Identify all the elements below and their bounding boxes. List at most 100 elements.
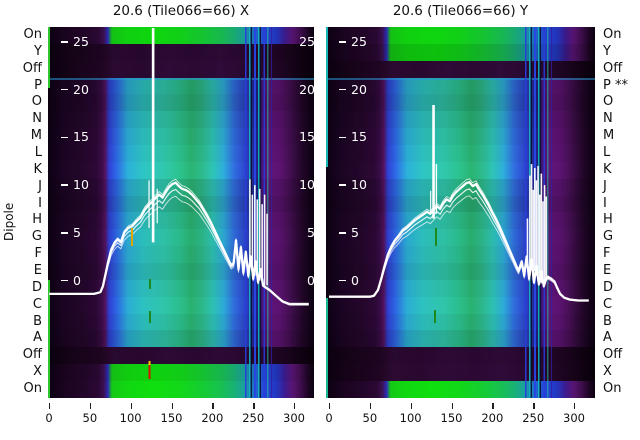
dipole-row-label-left-o4: O bbox=[31, 94, 42, 110]
heatmap-row-y-13 bbox=[326, 246, 595, 264]
heatmap-row-y-4 bbox=[326, 94, 595, 112]
dipole-row-label-left-f13: F bbox=[34, 246, 42, 262]
heatmap-row-x-2 bbox=[48, 60, 314, 78]
x-tick-label: 250 bbox=[522, 411, 545, 425]
heatmap-row-x-0 bbox=[48, 27, 314, 44]
heatmap-row-x-6 bbox=[48, 128, 314, 146]
x-tick-mark bbox=[492, 403, 494, 409]
dipole-row-label-left-n5: N bbox=[32, 111, 42, 127]
dipole-row-label-left-j9: J bbox=[38, 178, 42, 194]
dipole-row-label-left-p3: P bbox=[34, 77, 42, 93]
dipole-row-label-right-p3: P ** bbox=[603, 77, 628, 93]
x-tick-mark bbox=[533, 403, 535, 409]
heatmap-row-x-4 bbox=[48, 94, 314, 112]
dipole-row-label-right-j9: J bbox=[603, 178, 607, 194]
heatmap-row-y-10 bbox=[326, 195, 595, 213]
heatmap-row-y-16 bbox=[326, 296, 595, 314]
heatmap-row-y-0 bbox=[326, 27, 595, 44]
x-tick-label: 0 bbox=[325, 411, 333, 425]
heatmap-row-y-20 bbox=[326, 364, 595, 382]
x-tick-label: 200 bbox=[201, 411, 224, 425]
heatmap-row-y-7 bbox=[326, 145, 595, 162]
heatmap-row-y-12 bbox=[326, 229, 595, 247]
heatmap-row-y-2 bbox=[326, 60, 595, 78]
heatmap-panel-x: 25 25 20 20 15 15 10 10 5 5 0 0 bbox=[48, 27, 314, 398]
heatmap-row-y-15 bbox=[326, 279, 595, 297]
dipole-row-label-left-e14: E bbox=[33, 263, 42, 279]
x-tick-mark bbox=[253, 403, 255, 409]
x-tick-mark bbox=[410, 403, 413, 409]
dipole-row-label-left-g12: G bbox=[31, 229, 42, 245]
dipole-row-label-left-y1: Y bbox=[34, 43, 42, 59]
dipole-row-label-left-x20: X bbox=[33, 364, 42, 380]
dipole-row-label-right-k8: K bbox=[603, 161, 612, 177]
heatmap-row-x-5 bbox=[48, 111, 314, 129]
x-tick-mark bbox=[171, 403, 173, 409]
panel-title-x: 20.6 (Tile066=66) X bbox=[112, 3, 250, 19]
heatmap-row-x-21 bbox=[48, 381, 314, 398]
heatmap-row-x-9 bbox=[48, 178, 314, 196]
dipole-row-label-left-off19: Off bbox=[22, 347, 42, 363]
x-tick-label: 300 bbox=[283, 411, 305, 425]
dipole-row-label-left-l7: L bbox=[34, 144, 42, 160]
x-tick-label: 200 bbox=[481, 411, 504, 425]
heatmap-row-x-16 bbox=[48, 296, 314, 314]
heatmap-row-x-20 bbox=[48, 364, 314, 382]
x-tick-label: 150 bbox=[440, 411, 463, 425]
x-tick-mark bbox=[89, 403, 92, 409]
heatmap-row-y-5 bbox=[326, 111, 595, 129]
dipole-row-label-right-i10: I bbox=[603, 195, 607, 211]
heatmap-row-x-14 bbox=[48, 263, 314, 280]
x-tick-label: 50 bbox=[362, 411, 378, 425]
heatmap-row-x-10 bbox=[48, 195, 314, 213]
heatmap-row-x-7 bbox=[48, 145, 314, 162]
heatmap-row-x-18 bbox=[48, 330, 314, 348]
heatmap-row-x-1 bbox=[48, 43, 314, 61]
panel-title-y: 20.6 (Tile066=66) Y bbox=[392, 3, 529, 19]
dipole-row-label-left-off2: Off bbox=[22, 60, 42, 76]
heatmap-row-x-11 bbox=[48, 212, 314, 230]
x-tick-mark bbox=[212, 403, 214, 409]
heatmap-row-y-6 bbox=[326, 128, 595, 146]
dipole-row-label-right-b17: B bbox=[603, 313, 612, 329]
dipole-row-label-left-b17: B bbox=[33, 313, 42, 329]
x-tick-label: 50 bbox=[82, 411, 98, 425]
heatmap-row-x-8 bbox=[48, 161, 314, 179]
heatmap-row-y-14 bbox=[326, 263, 595, 280]
dipole-row-label-right-off19: Off bbox=[603, 347, 623, 363]
x-tick-label: 100 bbox=[119, 411, 142, 425]
heatmap-row-x-13 bbox=[48, 246, 314, 264]
dipole-row-label-right-off2: Off bbox=[603, 60, 623, 76]
dipole-row-label-left-a18: A bbox=[33, 330, 42, 346]
heatmap-row-x-12 bbox=[48, 229, 314, 247]
dipole-row-label-left-m6: M bbox=[30, 128, 42, 144]
x-tick-mark bbox=[130, 403, 133, 409]
dipole-row-label-right-l7: L bbox=[603, 144, 611, 160]
x-tick-mark bbox=[329, 403, 331, 409]
heatmap-row-y-18 bbox=[326, 330, 595, 348]
dipole-row-label-left-c16: C bbox=[32, 296, 42, 312]
heatmap-row-y-3 bbox=[326, 77, 595, 95]
x-tick-label: 0 bbox=[45, 411, 53, 425]
heatmap-row-y-11 bbox=[326, 212, 595, 230]
heatmap-row-y-21 bbox=[326, 381, 595, 398]
dipole-row-label-left-h11: H bbox=[32, 212, 42, 228]
heatmap-row-x-19 bbox=[48, 347, 314, 365]
dipole-row-label-right-n5: N bbox=[603, 111, 613, 127]
x-tick-label: 150 bbox=[160, 411, 183, 425]
x-tick-label: 100 bbox=[399, 411, 422, 425]
x-tick-mark bbox=[49, 403, 51, 409]
heatmap-row-y-8 bbox=[326, 161, 595, 179]
dipole-row-label-left-on0: On bbox=[23, 26, 42, 42]
dipole-row-label-right-e14: E bbox=[603, 263, 612, 279]
dipole-row-label-right-h11: H bbox=[603, 212, 613, 228]
dipole-row-label-left-d15: D bbox=[31, 279, 42, 295]
dipole-row-label-right-m6: M bbox=[603, 128, 615, 144]
heatmap-row-x-17 bbox=[48, 313, 314, 331]
dipole-row-label-right-on0: On bbox=[603, 26, 622, 42]
heatmap-panel-y: 25 20 15 10 5 0 bbox=[326, 27, 595, 398]
x-tick-mark bbox=[369, 403, 372, 409]
x-tick-mark bbox=[451, 403, 453, 409]
heatmap-row-y-19 bbox=[326, 347, 595, 365]
